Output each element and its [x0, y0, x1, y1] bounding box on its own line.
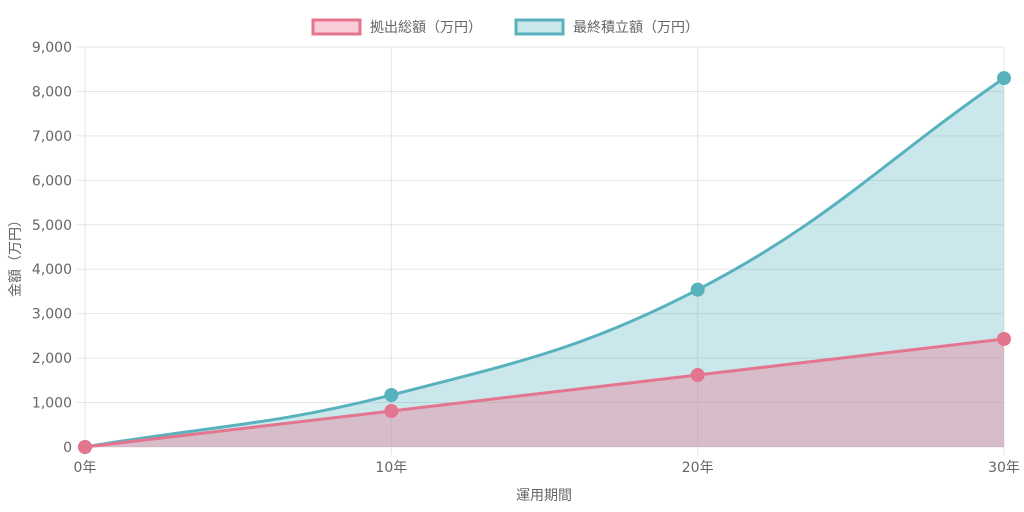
gridlines [77, 46, 1005, 455]
y-tick-label: 9,000 [32, 40, 72, 56]
x-tick-label: 30年 [988, 460, 1020, 476]
legend-label: 最終積立額（万円） [573, 20, 699, 36]
contribution-total-point [690, 368, 705, 382]
legend-swatch [514, 18, 565, 36]
final-balance-line [83, 76, 1006, 449]
final-balance-point [690, 282, 705, 297]
y-tick-label: 0 [63, 440, 72, 456]
y-tick-label: 2,000 [32, 351, 72, 367]
y-tick-label: 5,000 [32, 218, 72, 234]
y-tick-label: 1,000 [32, 396, 72, 412]
x-tick-label: 0年 [74, 460, 97, 476]
legend-swatch [311, 18, 362, 36]
y-tick-label: 6,000 [32, 173, 72, 189]
contribution-total-point [384, 404, 399, 418]
contribution-total-line [83, 337, 1006, 449]
x-tick-label: 20年 [682, 460, 714, 476]
legend: 拠出総額（万円） 最終積立額（万円） [311, 18, 699, 36]
final-balance-point [997, 71, 1011, 86]
y-tick-label: 4,000 [32, 262, 72, 278]
final-balance-area [85, 78, 1004, 447]
plot-area [78, 71, 1011, 454]
legend-item-contribution-total[interactable]: 拠出総額（万円） [311, 18, 482, 36]
x-axis-title: 運用期間 [516, 488, 572, 504]
legend-item-final-balance[interactable]: 最終積立額（万円） [514, 18, 699, 36]
contribution-total-point [997, 332, 1011, 346]
x-tick-label: 10年 [375, 460, 407, 476]
legend-label: 拠出総額（万円） [370, 20, 482, 36]
contribution-total-point [78, 440, 92, 454]
final-balance-point [384, 388, 399, 402]
y-tick-label: 7,000 [32, 129, 72, 145]
y-axis-title: 金額（万円） [8, 213, 24, 297]
tick-labels: 0 1,000 2,000 3,000 4,000 5,000 6,000 7,000 8,00… [32, 40, 1020, 476]
y-tick-label: 3,000 [32, 307, 72, 323]
y-tick-label: 8,000 [32, 84, 72, 100]
